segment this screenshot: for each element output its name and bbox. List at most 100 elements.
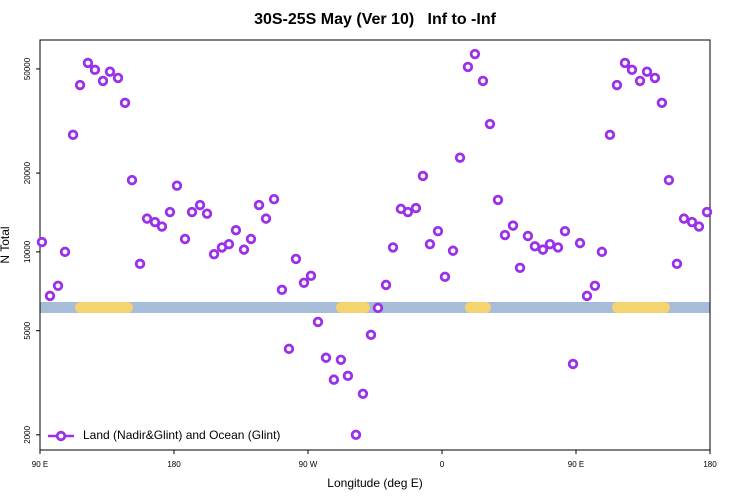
- point: [44, 290, 56, 302]
- point: [230, 225, 242, 236]
- point: [36, 236, 48, 248]
- y-axis-label: N Total: [0, 226, 12, 263]
- point: [626, 64, 638, 76]
- point: [365, 329, 377, 341]
- point: [514, 262, 526, 274]
- point: [253, 199, 265, 211]
- chart-title: 30S-25S May (Ver 10) Inf to -Inf: [254, 11, 497, 28]
- point: [663, 174, 675, 186]
- land-band: [465, 302, 491, 313]
- point: [52, 280, 64, 292]
- point: [328, 374, 340, 385]
- point: [149, 216, 161, 228]
- point: [67, 129, 79, 141]
- point: [641, 66, 653, 77]
- x-tick-label: 90 W: [299, 460, 318, 469]
- point: [156, 221, 168, 232]
- point: [469, 48, 481, 60]
- y-tick-label: 10000: [23, 240, 32, 263]
- y-tick-label: 20000: [23, 161, 32, 184]
- point: [59, 246, 71, 258]
- point: [417, 170, 429, 182]
- point: [596, 246, 608, 258]
- point: [223, 238, 235, 250]
- point: [357, 388, 369, 399]
- point: [82, 57, 94, 69]
- point: [276, 284, 288, 296]
- legend-marker: [55, 430, 67, 442]
- point: [164, 206, 176, 218]
- point: [507, 220, 519, 231]
- x-axis-label: Longitude (deg E): [327, 476, 422, 490]
- point: [298, 277, 310, 288]
- point: [656, 97, 668, 109]
- point: [186, 206, 198, 218]
- point: [74, 79, 86, 91]
- plot-frame: [39, 39, 711, 451]
- point: [342, 370, 354, 382]
- point: [410, 202, 422, 214]
- point: [171, 180, 183, 191]
- point: [649, 72, 661, 84]
- x-tick-label: 90 E: [32, 460, 48, 469]
- point: [126, 174, 138, 186]
- point: [260, 213, 272, 224]
- point: [350, 429, 362, 441]
- y-tick-label: 5000: [23, 321, 32, 339]
- point: [305, 270, 317, 282]
- point: [424, 238, 436, 250]
- point: [604, 129, 616, 141]
- point: [447, 245, 459, 256]
- point: [567, 358, 579, 370]
- point: [499, 229, 511, 241]
- point: [559, 225, 571, 237]
- land-band: [336, 302, 370, 313]
- point: [552, 242, 564, 253]
- point: [693, 221, 705, 232]
- point: [194, 199, 206, 211]
- point: [462, 61, 474, 73]
- x-tick-label: 0: [440, 460, 445, 469]
- point: [537, 244, 549, 255]
- y-tick-label: 2000: [23, 425, 32, 443]
- x-tick-label: 180: [167, 460, 181, 469]
- point: [492, 194, 504, 206]
- point: [678, 213, 690, 224]
- point: [477, 75, 489, 87]
- legend-label: Land (Nadir&Glint) and Ocean (Glint): [83, 428, 280, 442]
- point: [238, 244, 250, 255]
- point: [320, 352, 332, 363]
- point: [372, 302, 384, 314]
- point: [581, 290, 593, 302]
- y-tick-label: 50000: [23, 57, 32, 80]
- point: [529, 241, 541, 252]
- point: [686, 216, 698, 228]
- land-band: [612, 302, 670, 313]
- point: [97, 75, 109, 87]
- point: [380, 279, 392, 291]
- point: [104, 66, 116, 77]
- point: [432, 225, 444, 237]
- point: [245, 233, 257, 245]
- point: [611, 79, 623, 91]
- x-tick-label: 90 E: [568, 460, 584, 469]
- point: [439, 271, 451, 283]
- point: [522, 230, 534, 242]
- x-tick-label: 180: [703, 460, 717, 469]
- point: [134, 258, 146, 270]
- point: [671, 258, 683, 270]
- point: [402, 206, 414, 218]
- point: [208, 248, 220, 260]
- point: [290, 253, 302, 265]
- point: [484, 118, 496, 130]
- point: [201, 208, 213, 219]
- point: [89, 64, 101, 76]
- point: [112, 72, 124, 84]
- point: [312, 316, 324, 328]
- point: [387, 242, 399, 253]
- land-band: [75, 302, 133, 313]
- point: [119, 97, 131, 109]
- point: [544, 238, 556, 250]
- point: [701, 206, 713, 218]
